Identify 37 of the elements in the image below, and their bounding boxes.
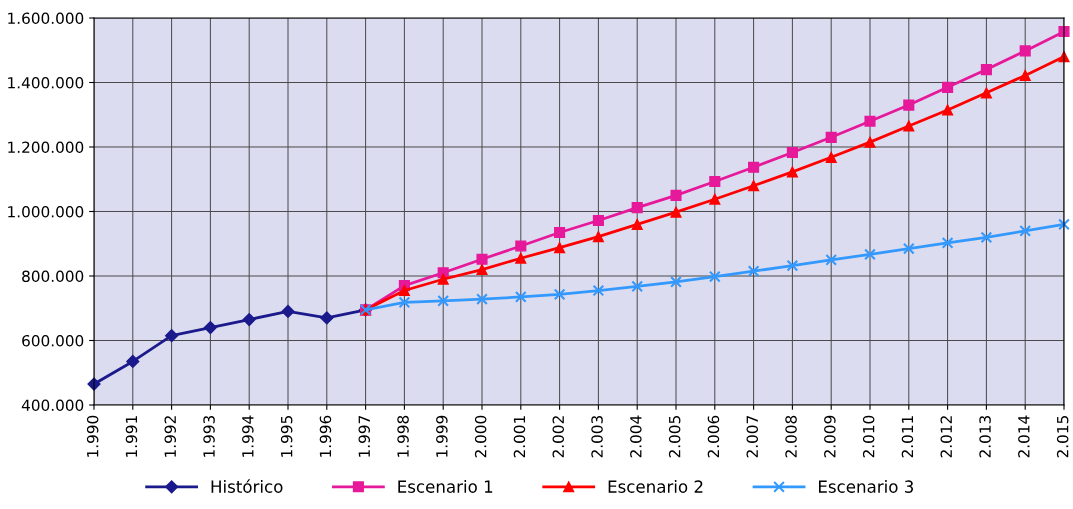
y-tick-label: 600.000	[22, 334, 84, 347]
x-tick-label: 2.005	[668, 416, 681, 458]
x-tick-label: 2.001	[513, 416, 526, 458]
y-tick-label: 400.000	[21, 399, 84, 412]
x-tick-label: 2.011	[901, 416, 914, 458]
y-tick-label: 1.400.000	[8, 76, 84, 89]
x-tick-label: 2.015	[1056, 416, 1069, 458]
x-tick-label: 1.990	[86, 415, 99, 457]
x-tick-label: 2.010	[862, 415, 875, 458]
x-tick-label: 1.996	[319, 415, 332, 457]
x-tick-label: 2.013	[979, 415, 991, 458]
x-tick-label: 2.012	[940, 416, 953, 458]
x-tick-label: 1.997	[358, 416, 371, 457]
x-tick-label: 1.995	[280, 416, 293, 457]
x-tick-label: 2.007	[746, 416, 759, 458]
x-tick-label: 1.994	[242, 415, 254, 457]
legend-label: Histórico	[211, 479, 283, 493]
legend-label: Escenario 1	[398, 479, 493, 493]
y-tick-label: 1.200.000	[8, 141, 84, 154]
x-tick-label: 1.999	[436, 415, 448, 457]
x-tick-label: 2.003	[591, 415, 603, 458]
y-tick-label: 1.000.000	[8, 205, 84, 218]
x-tick-label: 2.008	[785, 415, 797, 458]
x-tick-label: 1.992	[164, 416, 177, 457]
x-tick-label: 2.000	[474, 415, 487, 458]
x-tick-label: 2.006	[707, 415, 720, 458]
legend-label: Escenario 3	[819, 479, 914, 493]
x-tick-label: 2.002	[552, 416, 565, 458]
x-tick-label: 1.993	[203, 415, 215, 457]
x-tick-label: 1.998	[397, 415, 409, 457]
x-tick-label: 2.014	[1018, 415, 1030, 458]
x-tick-label: 2.009	[824, 415, 836, 458]
x-tick-label: 1.991	[125, 416, 138, 457]
legend-label: Escenario 2	[608, 479, 703, 493]
x-tick-label: 2.004	[630, 415, 642, 458]
y-tick-label: 800.000	[22, 270, 84, 283]
y-tick-label: 1.600.000	[8, 12, 84, 25]
